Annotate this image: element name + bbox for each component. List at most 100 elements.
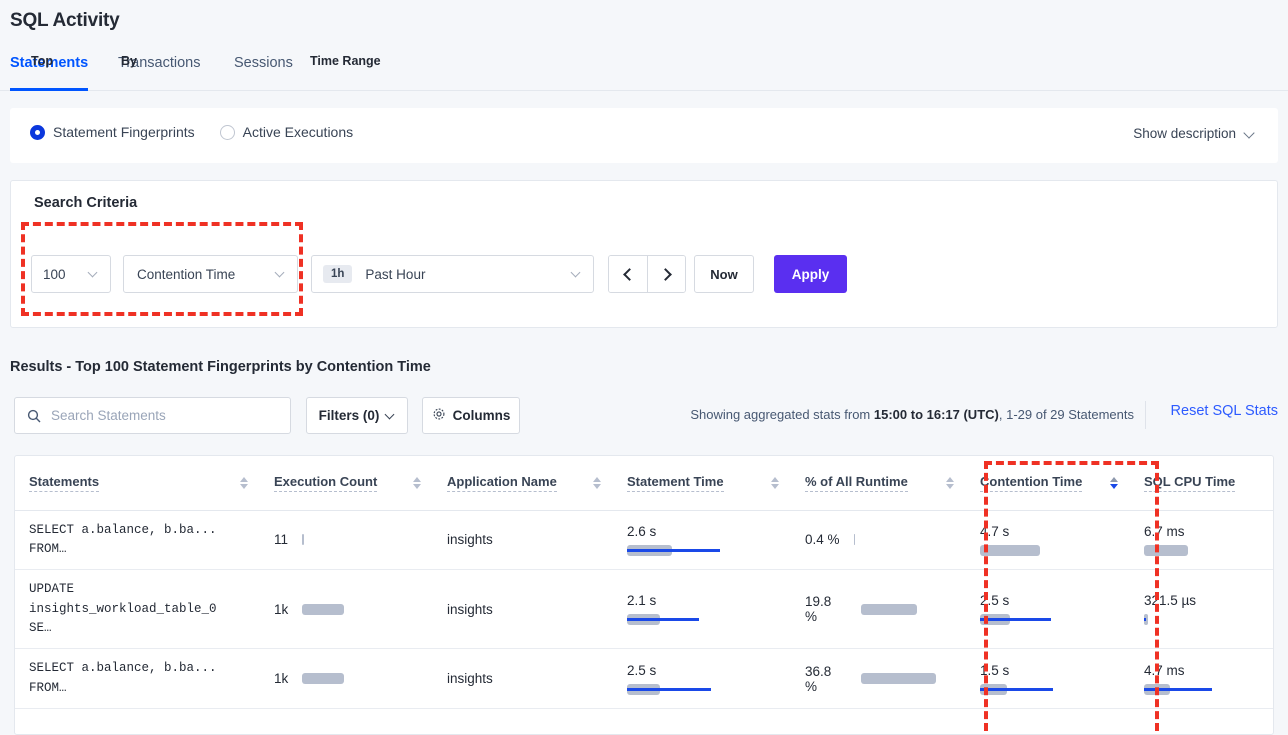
- tab-sessions[interactable]: Sessions: [234, 55, 293, 71]
- table-row[interactable]: UPDATE insights_workload_table_0 SE… 1k in…: [15, 569, 1273, 650]
- chevron-down-icon: [89, 269, 100, 280]
- chevron-down-icon: [572, 269, 583, 280]
- search-statements-input[interactable]: Search Statements: [14, 397, 291, 434]
- cell-sql-cpu-time: 4.7 ms: [1130, 648, 1273, 710]
- column-header-label: Statement Time: [627, 474, 724, 492]
- top-label: Top: [31, 54, 53, 68]
- statement-time-value: 2.1 s: [627, 593, 657, 609]
- cell-statement[interactable]: SELECT a.balance, b.ba... FROM…: [15, 510, 260, 571]
- time-next-button[interactable]: [647, 256, 685, 292]
- contention-time: 1.5 s: [980, 663, 1116, 695]
- execution-count-bar: [302, 673, 382, 685]
- execution-count-bar: [302, 603, 382, 615]
- sort-icon[interactable]: [593, 476, 601, 489]
- execution-count-value: 1k: [274, 601, 289, 617]
- time-range-label: Time Range: [310, 54, 381, 68]
- columns-button[interactable]: Columns: [422, 397, 520, 434]
- sort-icon[interactable]: [771, 476, 779, 489]
- cell-execution-count: 11: [260, 510, 433, 571]
- contention-time-bar: [980, 544, 1116, 556]
- cell-pct-all-runtime: 36.8 %: [791, 648, 966, 710]
- application-name-value: insights: [447, 671, 493, 687]
- statement-text: SELECT a.balance, b.ba... FROM…: [29, 661, 217, 695]
- column-header-execution-count[interactable]: Execution Count: [260, 456, 433, 511]
- cell-pct-all-runtime: 0.4 %: [791, 510, 966, 571]
- table-body: SELECT a.balance, b.ba... FROM… 11 insight…: [15, 510, 1273, 710]
- cell-contention-time: 4.7 s: [966, 510, 1130, 571]
- column-header-label: Application Name: [447, 474, 557, 492]
- pct-runtime-value: 19.8 %: [805, 594, 832, 625]
- tab-transactions[interactable]: Transactions: [118, 55, 201, 71]
- column-header-statement-time[interactable]: Statement Time: [613, 456, 791, 511]
- tab-statements[interactable]: Statements: [10, 55, 89, 91]
- stats-range: 15:00 to 16:17 (UTC): [873, 407, 999, 422]
- radio-statement-fingerprints[interactable]: Statement Fingerprints: [30, 124, 195, 140]
- time-prev-button[interactable]: [609, 256, 647, 292]
- column-header-contention-time[interactable]: Contention Time: [966, 456, 1130, 511]
- pct-runtime-bar: [860, 673, 952, 685]
- filters-button[interactable]: Filters (0): [306, 397, 408, 434]
- cell-statement-time: 2.5 s: [613, 648, 791, 710]
- cell-sql-cpu-time: 321.5 µs: [1130, 569, 1273, 650]
- by-select[interactable]: Contention Time: [123, 255, 298, 293]
- table-row[interactable]: SELECT a.balance, b.ba... FROM… 11 insight…: [15, 510, 1273, 571]
- column-header-label: Contention Time: [980, 474, 1083, 492]
- now-button[interactable]: Now: [694, 255, 754, 293]
- reset-sql-stats-link[interactable]: Reset SQL Stats: [1170, 403, 1278, 419]
- top-select-value: 100: [43, 266, 66, 282]
- column-header-label: Statements: [29, 474, 100, 492]
- radio-unselected-icon: [219, 124, 235, 140]
- page-title: SQL Activity: [10, 10, 120, 31]
- column-header-application-name[interactable]: Application Name: [433, 456, 613, 511]
- cell-contention-time: 2.5 s: [966, 569, 1130, 650]
- sql-cpu-time-bar: [1144, 683, 1261, 695]
- execution-count-value: 1k: [274, 671, 289, 687]
- table-row[interactable]: SELECT a.balance, b.ba... FROM… 1k insight…: [15, 648, 1273, 710]
- table-header-row: Statements Execution Count Application N…: [15, 456, 1273, 511]
- column-header-pct-all-runtime[interactable]: % of All Runtime: [791, 456, 966, 511]
- execution-count-bar: [302, 534, 382, 546]
- sql-cpu-time-bar: [1144, 544, 1261, 556]
- sql-cpu-time: 321.5 µs: [1144, 593, 1261, 626]
- cell-statement[interactable]: UPDATE insights_workload_table_0 SE…: [15, 569, 260, 650]
- show-description-label: Show description: [1133, 126, 1236, 141]
- results-title: Results - Top 100 Statement Fingerprints…: [10, 359, 431, 375]
- cell-statement[interactable]: SELECT a.balance, b.ba... FROM…: [15, 648, 260, 710]
- cell-pct-all-runtime: 19.8 %: [791, 569, 966, 650]
- stats-prefix: Showing aggregated stats from: [690, 407, 874, 422]
- columns-label: Columns: [452, 408, 511, 423]
- time-range-value: Past Hour: [365, 266, 426, 282]
- contention-time-bar: [980, 683, 1116, 695]
- show-description-toggle[interactable]: Show description: [1133, 126, 1256, 141]
- sql-cpu-time-value: 321.5 µs: [1144, 593, 1197, 609]
- sort-icon[interactable]: [946, 476, 954, 489]
- chevron-right-icon: [658, 267, 672, 281]
- statement-time-bar: [627, 544, 777, 556]
- sort-icon-active[interactable]: [1110, 476, 1118, 489]
- column-header-statements[interactable]: Statements: [15, 456, 260, 511]
- radio-active-executions[interactable]: Active Executions: [219, 124, 353, 140]
- contention-time-value: 4.7 s: [980, 523, 1010, 539]
- cell-statement-time: 2.1 s: [613, 569, 791, 650]
- apply-button[interactable]: Apply: [774, 255, 847, 293]
- contention-time: 2.5 s: [980, 593, 1116, 626]
- sort-icon[interactable]: [240, 476, 248, 489]
- radio-statement-fingerprints-label: Statement Fingerprints: [53, 124, 195, 140]
- search-statements-placeholder: Search Statements: [51, 408, 166, 423]
- top-select[interactable]: 100: [31, 255, 111, 293]
- cell-application-name: insights: [433, 648, 613, 710]
- statement-time-bar: [627, 614, 777, 626]
- execution-count-value: 11: [274, 532, 289, 548]
- sort-icon[interactable]: [413, 476, 421, 489]
- pct-runtime-bar: [860, 603, 952, 615]
- cell-statement-time: 2.6 s: [613, 510, 791, 571]
- chevron-down-icon: [1245, 128, 1256, 139]
- view-toggle-group: Statement Fingerprints Active Executions: [30, 124, 353, 140]
- radio-selected-icon: [30, 124, 45, 140]
- tab-bar: Statements Transactions Sessions: [0, 55, 1288, 91]
- column-header-sql-cpu-time[interactable]: SQL CPU Time: [1130, 456, 1273, 511]
- chevron-down-icon: [386, 411, 395, 420]
- statement-time: 2.5 s: [627, 663, 777, 695]
- time-range-select[interactable]: 1h Past Hour: [311, 255, 594, 293]
